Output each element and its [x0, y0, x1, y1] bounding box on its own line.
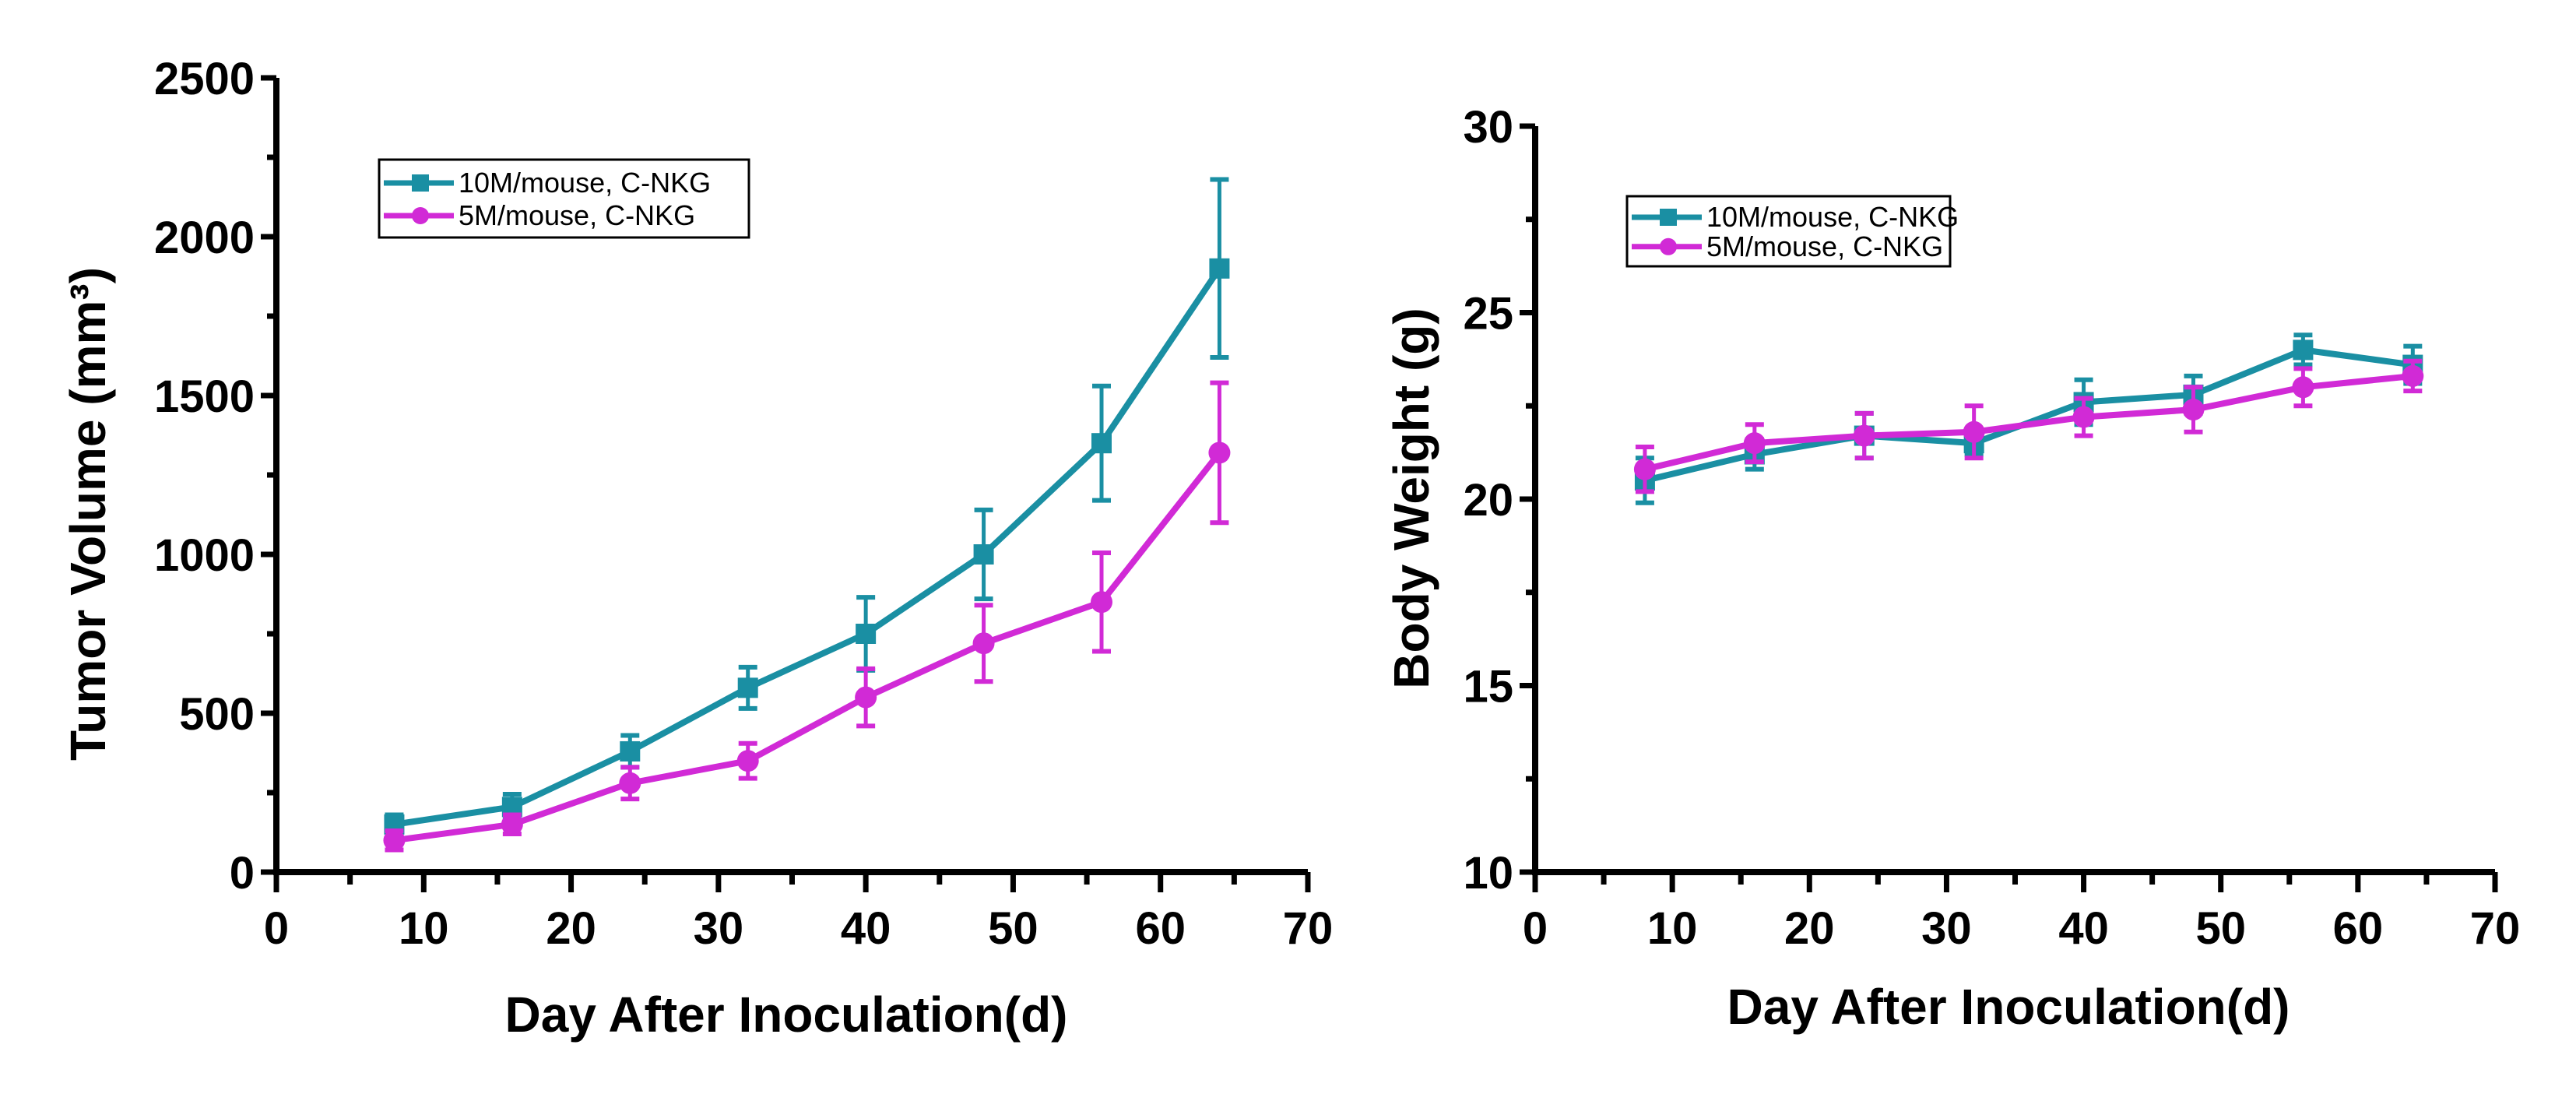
- data-point: [2292, 376, 2314, 399]
- y-tick-label: 30: [1463, 102, 1513, 153]
- data-point: [737, 677, 758, 698]
- y-tick-label: 0: [230, 848, 255, 899]
- legend-label: 10M/mouse, C-NKG: [459, 167, 711, 199]
- x-tick-label: 10: [1647, 903, 1698, 954]
- series-line: [393, 266, 1222, 828]
- series-10M: [384, 177, 1230, 837]
- x-tick-label: 0: [264, 903, 289, 954]
- legend-marker: [412, 174, 429, 192]
- data-point: [2293, 339, 2314, 361]
- data-point: [1743, 432, 1766, 455]
- x-tick-label: 40: [2058, 903, 2109, 954]
- legend-marker: [1660, 237, 1677, 255]
- legend-marker: [1660, 209, 1677, 226]
- x-tick-label: 30: [694, 903, 744, 954]
- data-point: [1963, 420, 1985, 443]
- data-point: [2182, 399, 2205, 421]
- series-5M: [383, 380, 1231, 853]
- data-point: [2402, 364, 2424, 387]
- x-axis-title: Day After Inoculation(d): [1727, 979, 2290, 1035]
- data-point: [973, 544, 994, 565]
- y-axis-title: Tumor Volume (mm³): [60, 267, 116, 761]
- legend-box: [378, 158, 750, 239]
- x-tick-label: 0: [1523, 903, 1548, 954]
- data-point: [1091, 433, 1112, 454]
- series-line: [393, 450, 1222, 844]
- x-tick-label: 30: [1921, 903, 1972, 954]
- y-tick-label: 500: [179, 689, 255, 740]
- y-tick-label: 2500: [154, 54, 255, 104]
- body-weight-chart: Body Weight (g) Day After Inoculation(d)…: [1383, 102, 2520, 1035]
- legend-label: 5M/mouse, C-NKG: [1706, 230, 1943, 262]
- legend-label: 10M/mouse, C-NKG: [1706, 201, 1959, 233]
- series-line: [1643, 372, 2413, 473]
- data-point: [619, 772, 641, 794]
- legend-box: [1625, 195, 1952, 268]
- x-tick-label: 70: [2470, 903, 2521, 954]
- x-tick-label: 20: [1784, 903, 1835, 954]
- y-tick-label: 10: [1463, 848, 1513, 899]
- y-tick-label: 20: [1463, 475, 1513, 526]
- tumor-volume-chart: Tumor Volume (mm³) Day After Inoculation…: [60, 54, 1333, 1043]
- x-tick-label: 40: [841, 903, 891, 954]
- x-tick-label: 70: [1283, 903, 1334, 954]
- data-point: [501, 813, 523, 835]
- x-tick-label: 50: [2195, 903, 2246, 954]
- data-point: [855, 686, 877, 709]
- data-point: [2072, 406, 2095, 428]
- data-point: [1209, 258, 1230, 279]
- legend-marker: [412, 207, 429, 224]
- y-axis-title: Body Weight (g): [1383, 308, 1439, 688]
- data-point: [1853, 424, 1875, 447]
- x-tick-label: 20: [546, 903, 596, 954]
- x-tick-label: 60: [2333, 903, 2384, 954]
- y-tick-label: 15: [1463, 662, 1513, 712]
- y-tick-label: 2000: [154, 213, 255, 263]
- y-tick-label: 1500: [154, 371, 255, 422]
- x-axis-title: Day After Inoculation(d): [505, 987, 1068, 1043]
- legend-label: 5M/mouse, C-NKG: [459, 199, 695, 231]
- x-tick-label: 10: [399, 903, 449, 954]
- y-tick-label: 1000: [154, 530, 255, 581]
- data-point: [736, 750, 759, 772]
- data-point: [1091, 591, 1112, 614]
- series-10M: [1634, 332, 2423, 505]
- data-point: [972, 632, 995, 655]
- data-point: [1633, 458, 1656, 480]
- data-point: [856, 624, 877, 644]
- data-point: [383, 829, 406, 852]
- data-point: [1208, 441, 1231, 464]
- series-5M: [1633, 358, 2424, 494]
- y-tick-label: 25: [1463, 289, 1513, 339]
- data-point: [620, 740, 641, 762]
- x-tick-label: 50: [988, 903, 1038, 954]
- x-tick-label: 60: [1135, 903, 1186, 954]
